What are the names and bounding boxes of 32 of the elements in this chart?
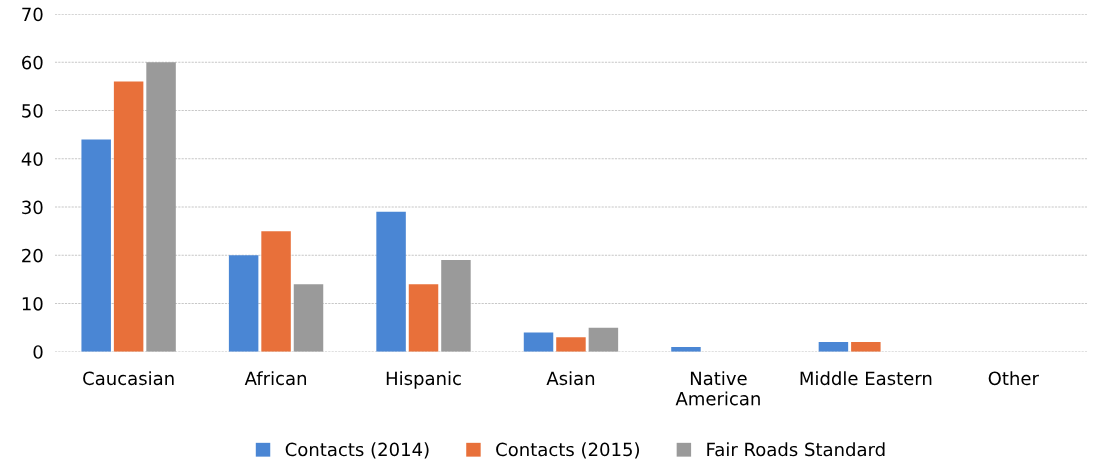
y-tick-label: 20	[22, 248, 43, 263]
bar	[376, 211, 406, 352]
x-tick-label: Middle Eastern	[800, 371, 932, 386]
x-tick-label: African	[244, 371, 306, 386]
legend-label: Contacts (2015)	[496, 442, 639, 459]
x-tick-label: Other	[988, 371, 1039, 386]
bar	[408, 284, 439, 352]
bar	[851, 342, 881, 352]
bar	[146, 62, 176, 352]
x-tick-label: Hispanic	[386, 371, 461, 389]
bar	[818, 342, 849, 352]
x-tick-label: Native American	[675, 371, 760, 406]
y-tick-label: 40	[21, 152, 43, 166]
y-tick-label: 0	[33, 345, 43, 359]
bar	[113, 81, 144, 352]
y-tick-label: 10	[22, 296, 43, 311]
legend-label: Contacts (2014)	[285, 442, 429, 459]
bar	[261, 231, 291, 352]
y-tick-label: 70	[22, 7, 43, 22]
bar	[81, 139, 111, 352]
legend-label: Fair Roads Standard	[707, 442, 885, 457]
x-tick-label: Asian	[546, 371, 595, 386]
x-tick-label: Caucasian	[83, 371, 174, 386]
bar	[441, 260, 471, 352]
y-tick-label: 60	[22, 55, 43, 70]
bar	[293, 284, 324, 352]
bar	[523, 332, 554, 352]
bar	[556, 337, 586, 352]
bar	[588, 327, 619, 352]
y-tick-label: 50	[22, 104, 43, 118]
y-tick-label: 30	[22, 200, 43, 215]
bar	[228, 255, 259, 352]
